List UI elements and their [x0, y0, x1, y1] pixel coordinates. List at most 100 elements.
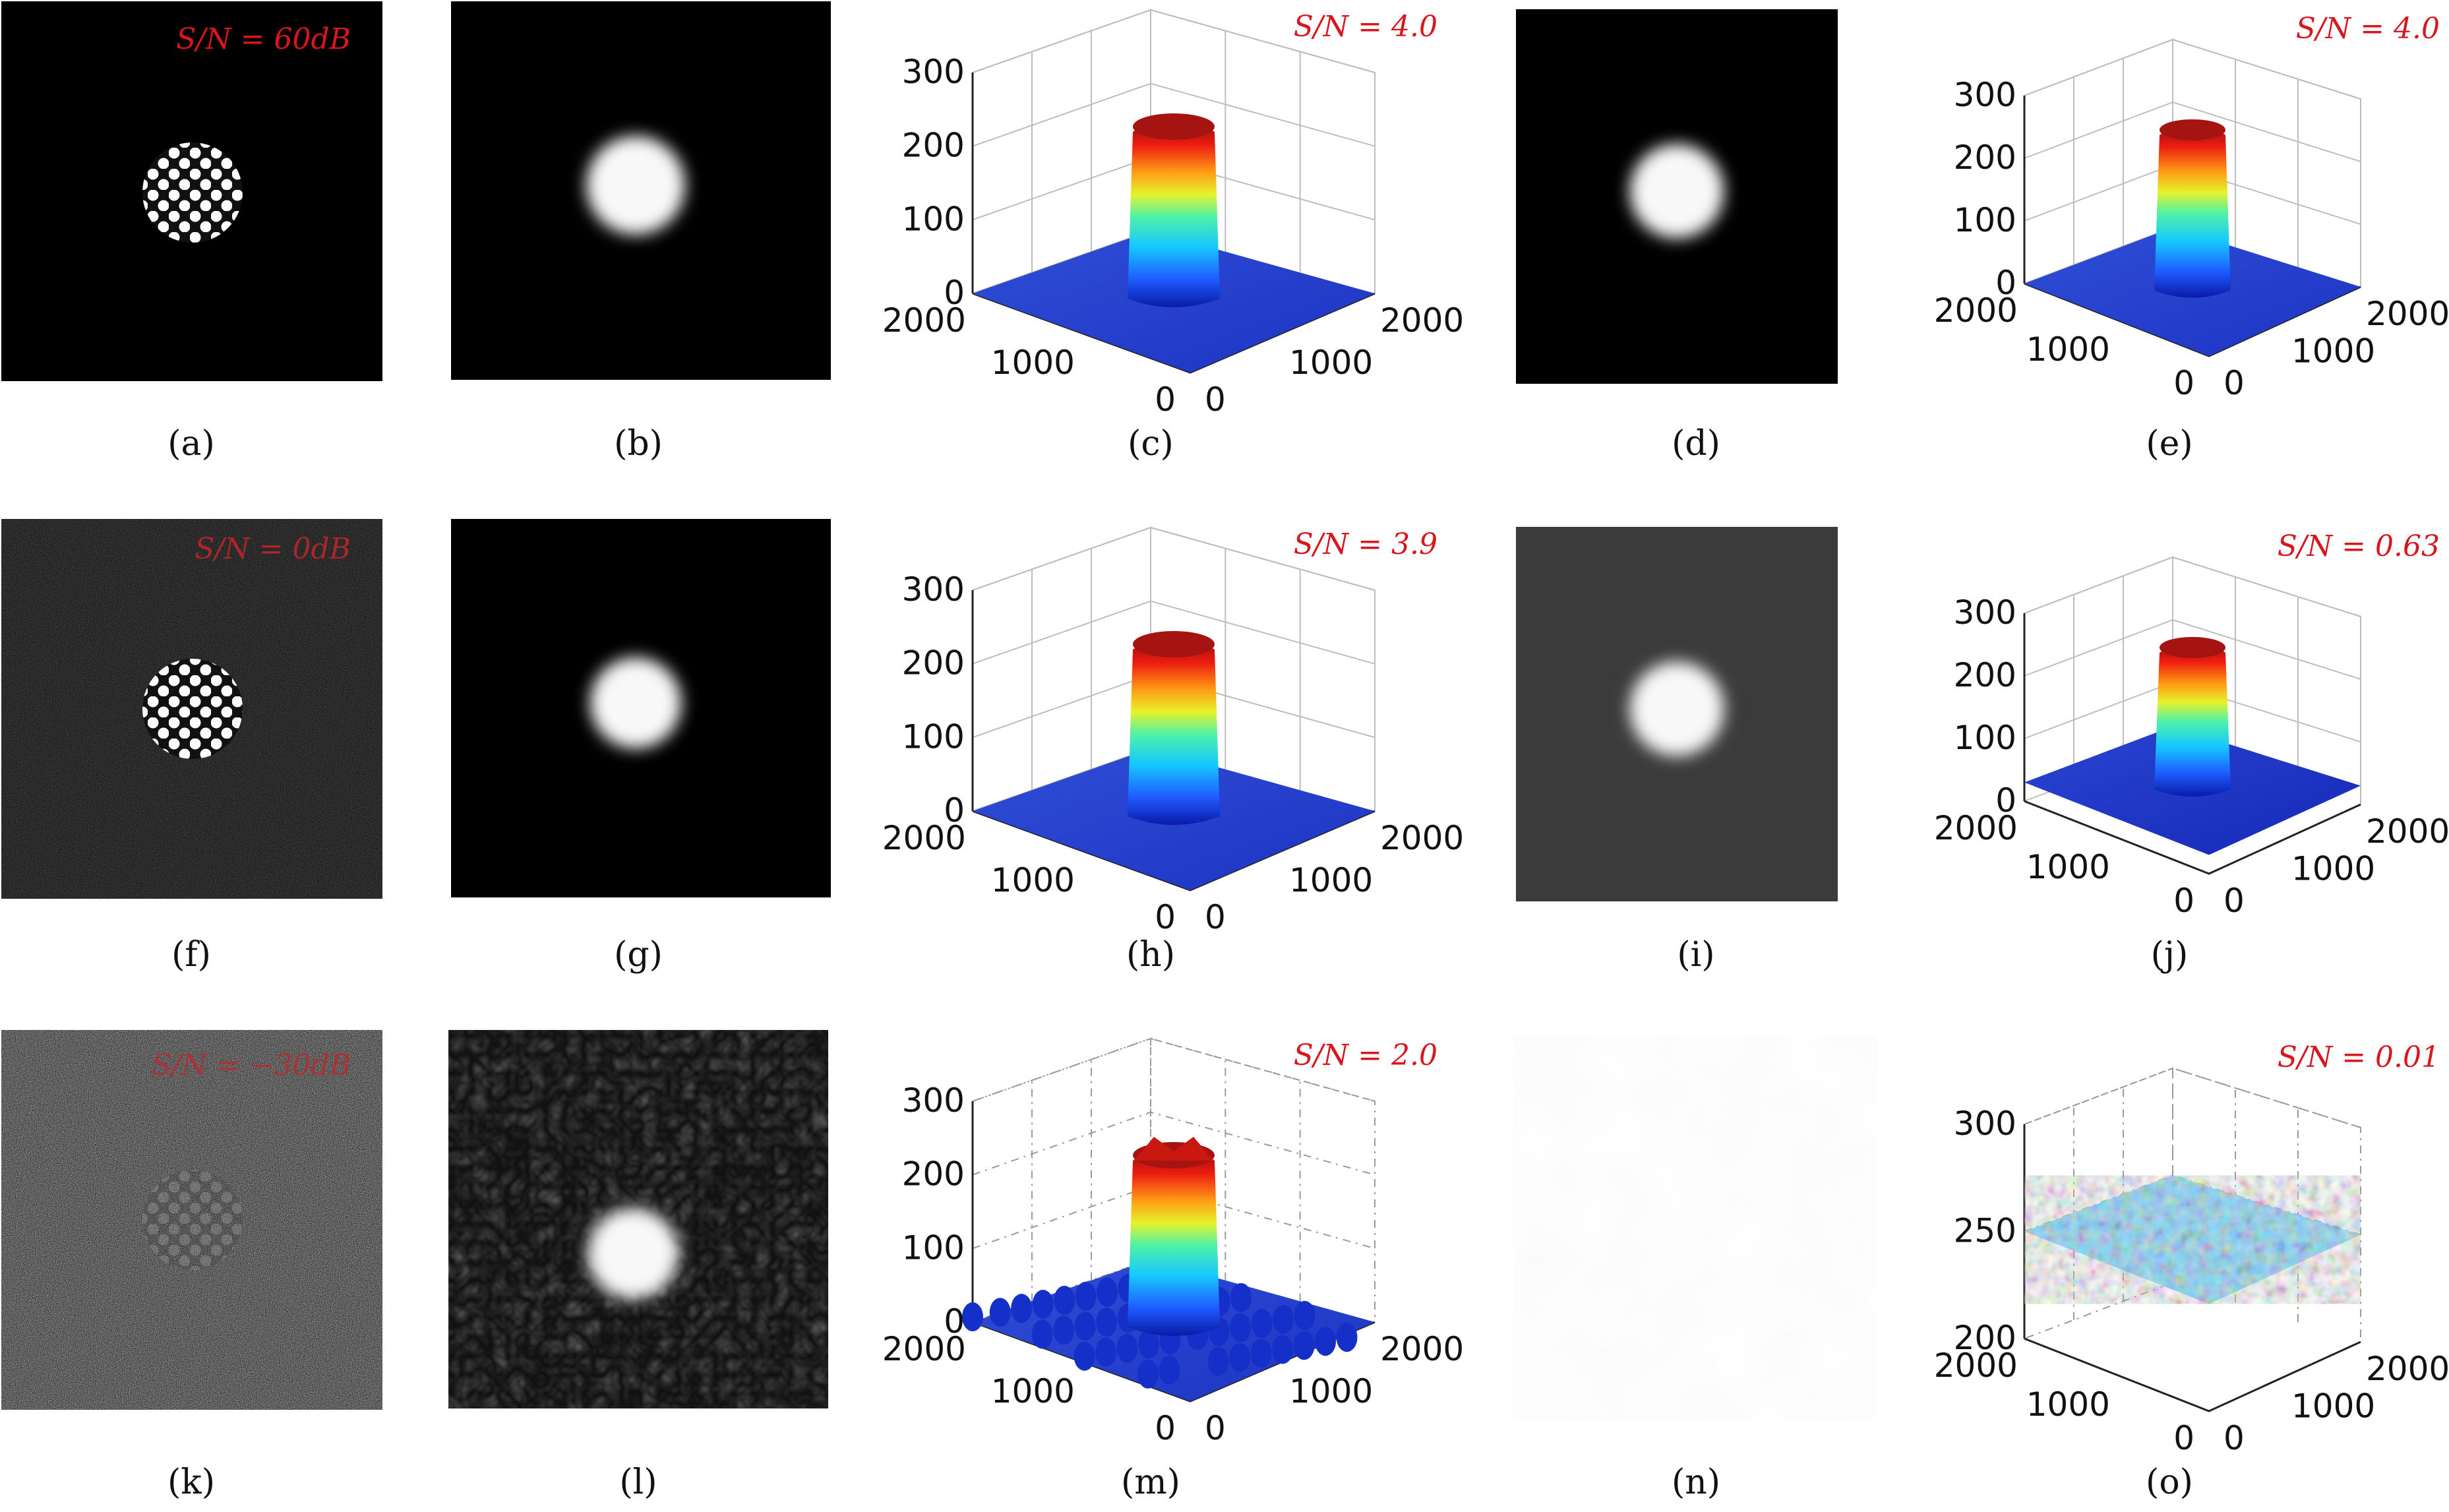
surface-snr-label: S/N = 4.0	[1294, 10, 1437, 44]
peak-top	[2160, 119, 2225, 140]
y-tick-label: 0	[1155, 1409, 1176, 1447]
y-tick-label: 2000	[1934, 1346, 2018, 1385]
noise-bump	[1336, 1323, 1358, 1352]
z-tick-label: 300	[902, 570, 965, 609]
y-tick-label: 1000	[2026, 330, 2110, 369]
y-tick-label: 1000	[991, 861, 1075, 899]
z-tick-label: 0	[944, 1302, 965, 1341]
surface-snr-label: S/N = 0.01	[2278, 1041, 2440, 1074]
peak-spikes	[1134, 1137, 1213, 1161]
checker-disk	[142, 1170, 243, 1270]
y-tick-label: 0	[2173, 882, 2194, 920]
y-tick-label: 2000	[882, 1330, 966, 1368]
panel-f: S/N = 0dB (f)	[1, 519, 382, 975]
panel-i: (i)	[1516, 527, 1838, 975]
peak-top	[1133, 631, 1215, 657]
noise-bump	[1096, 1308, 1118, 1337]
x-tick-label: 0	[1205, 1409, 1226, 1447]
surface-peak	[1128, 113, 1220, 307]
y-tick-label: 2000	[882, 819, 966, 857]
surface-snr-label: S/N = 0.63	[2278, 529, 2440, 563]
x-tick-label: 0	[2223, 364, 2245, 402]
x-tick-label: 1000	[1289, 1372, 1373, 1410]
x-tick-label: 2000	[2366, 1350, 2449, 1388]
y-tick-label: 2000	[1934, 809, 2018, 847]
blurred-spot	[587, 1207, 679, 1300]
z-tick-label: 300	[1954, 76, 2016, 114]
grid-line	[972, 82, 1376, 147]
noise-bump	[1137, 1359, 1159, 1389]
y-tick-label: 1000	[2026, 848, 2110, 886]
noise-bump	[1011, 1294, 1033, 1323]
panel-l: (l)	[448, 1030, 828, 1502]
noise-bump	[1116, 1333, 1138, 1363]
panel-caption: (a)	[167, 424, 215, 464]
y-tick-label: 0	[2173, 364, 2194, 402]
panel-caption: (k)	[167, 1463, 215, 1502]
x-tick-label: 2000	[2366, 812, 2449, 851]
y-tick-label: 2000	[1934, 291, 2018, 330]
x-tick-label: 1000	[1289, 344, 1373, 382]
panel-caption: (h)	[1126, 935, 1175, 975]
grid-line	[2024, 101, 2361, 162]
front-axis	[2024, 1337, 2361, 1412]
surface-peak	[2154, 119, 2231, 298]
z-tick-label: 300	[1954, 1104, 2016, 1143]
x-tick-label: 1000	[1289, 861, 1373, 899]
input-snr-label: S/N = 60dB	[176, 22, 351, 56]
y-tick-label: 1000	[991, 344, 1075, 382]
noise-bump	[1075, 1281, 1097, 1311]
peak-body	[2154, 640, 2231, 797]
y-tick-label: 1000	[991, 1372, 1075, 1410]
blurred-spot	[590, 657, 682, 749]
blurred-spot	[586, 136, 685, 235]
panel-caption: (l)	[619, 1463, 657, 1502]
surface-peak	[1128, 631, 1220, 825]
panel-caption: (f)	[171, 935, 211, 975]
z-tick-label: 200	[902, 127, 965, 165]
x-tick-label: 2000	[1380, 301, 1464, 340]
checker-disk	[142, 142, 243, 243]
grid-line	[972, 526, 1376, 591]
z-tick-label: 250	[1954, 1212, 2016, 1250]
surface-peak	[2154, 637, 2231, 797]
noise-bump	[1250, 1339, 1272, 1368]
flat-surface-texture	[2024, 1175, 2361, 1304]
panel-caption: (c)	[1128, 424, 1174, 464]
panel-caption: (m)	[1121, 1463, 1180, 1502]
x-tick-label: 1000	[2291, 332, 2375, 371]
panel-d: (d)	[1516, 9, 1838, 464]
grid-line	[972, 1037, 1376, 1102]
panel-g: (g)	[451, 519, 831, 975]
x-tick-label: 1000	[2291, 850, 2375, 888]
y-tick-label: 0	[1155, 898, 1176, 936]
noise-bump	[1138, 1329, 1160, 1359]
noise-bump	[1032, 1290, 1054, 1319]
noise-bump	[1294, 1300, 1315, 1330]
panel-caption: (j)	[2151, 935, 2189, 975]
noise-bump	[1229, 1343, 1251, 1372]
y-tick-label: 2000	[882, 301, 966, 340]
peak-body	[1128, 636, 1220, 825]
noise-bump	[1315, 1327, 1337, 1356]
panel-caption: (i)	[1677, 935, 1714, 975]
z-tick-label: 200	[902, 644, 965, 682]
y-tick-label: 0	[2173, 1419, 2194, 1457]
z-tick-label: 200	[1954, 1319, 2016, 1357]
z-tick-label: 100	[902, 1228, 965, 1267]
y-tick-label: 0	[1155, 380, 1176, 419]
grid-line	[2024, 619, 2361, 680]
surface-snr-label: S/N = 4.0	[2296, 12, 2440, 45]
z-tick-label: 100	[1954, 201, 2016, 239]
x-tick-label: 0	[2223, 1419, 2245, 1457]
noise-bump	[962, 1302, 983, 1331]
grid-line	[972, 1111, 1376, 1176]
surface-peak	[1128, 1137, 1220, 1336]
y-tick-label: 1000	[2026, 1385, 2110, 1424]
panel-caption: (n)	[1672, 1463, 1720, 1502]
